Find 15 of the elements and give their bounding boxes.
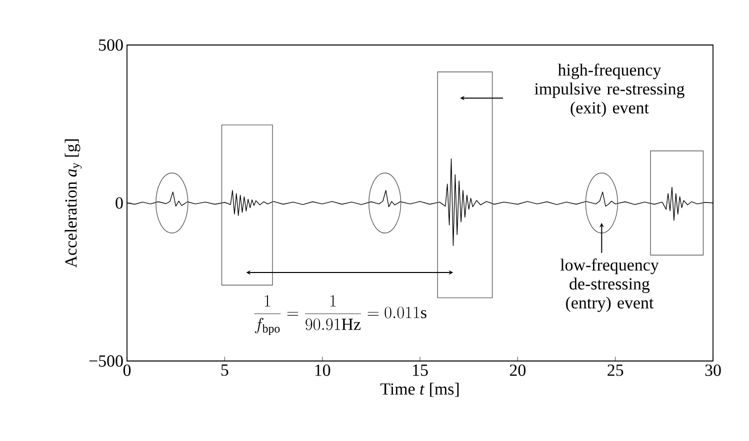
annotation: low-frequency de-stressing (entry) event — [560, 258, 659, 312]
x-tick-label: 20 — [510, 364, 526, 376]
x-tick-label: 25 — [608, 364, 624, 376]
x-tick-label: 5 — [221, 364, 228, 376]
annotation: high-frequency impulsive re-stressing (exit) event — [534, 64, 684, 117]
x-axis-title: Time t [ms] — [380, 382, 459, 397]
annotation: $\frac{1}{f_{\mathrm{bpo}}}=\frac{1}{90.91\mathrm{Hz}}=0.011\mathrm{s}$ — [254, 295, 426, 336]
y-axis-title: Acceleration a$_{y}$ [g] — [64, 139, 82, 268]
x-tick-label: 10 — [315, 364, 330, 376]
y-tick-label: 500 — [99, 39, 123, 51]
x-tick-label: 30 — [705, 364, 721, 376]
x-tick-label: 0 — [123, 364, 131, 376]
y-tick-label: −500 — [89, 355, 123, 367]
y-tick-label: 0 — [116, 197, 123, 209]
x-tick-label: 15 — [413, 364, 428, 376]
